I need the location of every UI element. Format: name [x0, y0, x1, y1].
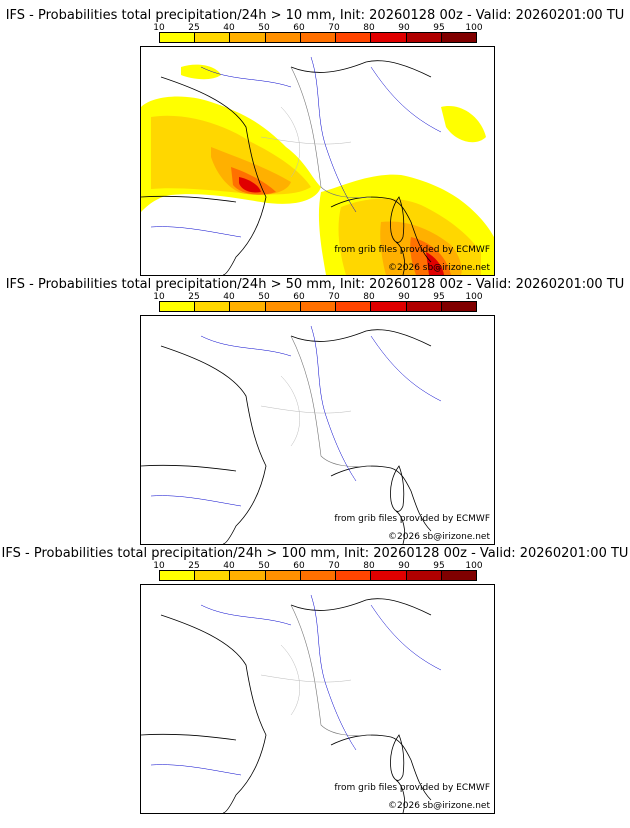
colorbar-segment — [160, 302, 196, 311]
colorbar-segment — [195, 302, 231, 311]
colorbar-label: 50 — [258, 23, 270, 33]
colorbar-segment — [441, 302, 476, 311]
source-credit: from grib files provided by ECMWF — [334, 514, 490, 524]
panel-100mm: IFS - Probabilities total precipitation/… — [0, 546, 630, 814]
colorbar-segment — [371, 33, 407, 42]
colorbar-segment — [230, 302, 266, 311]
colorbar-labels: 10 25 40 50 60 70 80 90 95 100 — [153, 561, 484, 572]
colorbar-segment — [300, 33, 337, 42]
copyright: ©2026 sb@irizone.net — [388, 532, 490, 542]
map-graphic — [141, 594, 442, 813]
colorbar-segment — [371, 571, 407, 580]
colorbar-label: 90 — [398, 292, 410, 302]
colorbar-label: 100 — [465, 23, 483, 33]
panel-title: IFS - Probabilities total precipitation/… — [5, 8, 625, 23]
colorbar-label: 50 — [258, 292, 270, 302]
colorbar-label: 40 — [223, 561, 235, 571]
colorbar-label: 10 — [153, 23, 165, 33]
colorbar-segment — [371, 302, 407, 311]
colorbar-segment — [195, 571, 231, 580]
precip-map-10mm: from grib files provided by ECMWF ©2026 … — [140, 46, 495, 276]
copyright: ©2026 sb@irizone.net — [388, 263, 490, 273]
colorbar-segment — [265, 33, 301, 42]
colorbar-segment — [441, 571, 476, 580]
colorbar-label: 70 — [328, 292, 340, 302]
colorbar — [159, 32, 477, 43]
map-graphic — [141, 325, 442, 544]
colorbar — [159, 301, 477, 312]
colorbar-segment — [195, 33, 231, 42]
colorbar-label: 10 — [153, 292, 165, 302]
panel-10mm: IFS - Probabilities total precipitation/… — [0, 8, 630, 276]
precip-map-50mm: from grib files provided by ECMWF ©2026 … — [140, 315, 495, 545]
colorbar-label: 25 — [188, 23, 200, 33]
colorbar-label: 100 — [465, 561, 483, 571]
colorbar-segment — [406, 571, 442, 580]
colorbar-label: 10 — [153, 561, 165, 571]
colorbar-label: 80 — [363, 561, 375, 571]
colorbar-segment — [406, 33, 442, 42]
colorbar — [159, 570, 477, 581]
colorbar-label: 60 — [293, 292, 305, 302]
colorbar-label: 60 — [293, 561, 305, 571]
colorbar-segment — [336, 33, 372, 42]
colorbar-segment — [336, 302, 372, 311]
colorbar-label: 60 — [293, 23, 305, 33]
colorbar-label: 70 — [328, 23, 340, 33]
colorbar-label: 95 — [433, 561, 445, 571]
colorbar-segment — [265, 302, 301, 311]
colorbar-label: 40 — [223, 23, 235, 33]
colorbar-segment — [336, 571, 372, 580]
colorbar-segment — [230, 571, 266, 580]
colorbar-label: 95 — [433, 23, 445, 33]
colorbar-label: 100 — [465, 292, 483, 302]
colorbar-segment — [230, 33, 266, 42]
panel-50mm: IFS - Probabilities total precipitation/… — [0, 277, 630, 545]
precip-map-100mm: from grib files provided by ECMWF ©2026 … — [140, 584, 495, 814]
colorbar-segment — [441, 33, 476, 42]
colorbar-label: 40 — [223, 292, 235, 302]
colorbar-segment — [406, 302, 442, 311]
panel-title: IFS - Probabilities total precipitation/… — [1, 546, 629, 561]
colorbar-label: 50 — [258, 561, 270, 571]
colorbar-label: 95 — [433, 292, 445, 302]
panel-title: IFS - Probabilities total precipitation/… — [5, 277, 625, 292]
colorbar-segment — [300, 571, 337, 580]
source-credit: from grib files provided by ECMWF — [334, 783, 490, 793]
colorbar-segment — [160, 33, 196, 42]
colorbar-label: 80 — [363, 23, 375, 33]
colorbar-segment — [300, 302, 337, 311]
colorbar-label: 25 — [188, 561, 200, 571]
source-credit: from grib files provided by ECMWF — [334, 245, 490, 255]
map-graphic — [141, 56, 494, 275]
colorbar-label: 80 — [363, 292, 375, 302]
colorbar-segment — [160, 571, 196, 580]
colorbar-label: 25 — [188, 292, 200, 302]
colorbar-labels: 10 25 40 50 60 70 80 90 95 100 — [153, 23, 484, 34]
copyright: ©2026 sb@irizone.net — [388, 801, 490, 811]
colorbar-label: 90 — [398, 23, 410, 33]
colorbar-segment — [265, 571, 301, 580]
colorbar-label: 70 — [328, 561, 340, 571]
colorbar-label: 90 — [398, 561, 410, 571]
colorbar-labels: 10 25 40 50 60 70 80 90 95 100 — [153, 292, 484, 303]
